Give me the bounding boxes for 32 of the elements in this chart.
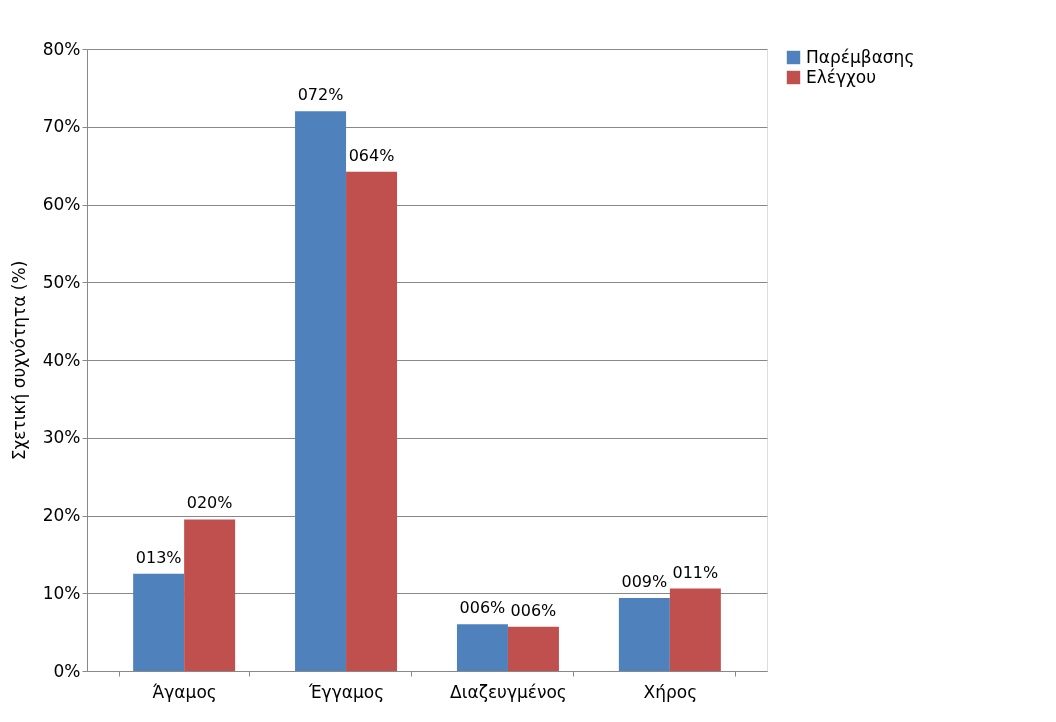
bar [456,624,508,671]
bar [184,519,236,671]
y-tick-label: 0% [53,660,81,681]
x-tick-label: Έγγαμος [307,681,385,702]
bar [618,597,670,671]
legend-label: Ελέγχου [806,66,877,87]
y-tick-label: 80% [42,38,81,59]
data-label: 006% [510,600,557,620]
data-label: 011% [672,562,719,582]
y-tick-label: 10% [42,582,81,603]
bar [507,626,559,671]
y-tick-label: 70% [42,116,81,137]
y-axis-title: Σχετική συχνότητα (%) [8,260,29,461]
bar [133,573,185,671]
legend-label: Παρέμβασης [806,46,915,67]
data-label: 072% [297,85,344,105]
y-tick-label: 30% [42,427,81,448]
y-tick-label: 50% [42,271,81,292]
y-tick-label: 60% [42,194,81,214]
data-label: 006% [459,598,506,618]
y-tick-label: 20% [42,505,81,525]
data-label: 013% [135,547,182,567]
data-label: 009% [621,571,668,591]
y-tick-label: 40% [42,349,81,370]
data-label: 020% [186,493,233,513]
x-tick-label: Διαζευγμένος [450,681,567,702]
bar [295,111,347,671]
bar [669,588,721,671]
data-label: 064% [348,145,395,165]
x-tick-label: Χήρος [643,681,698,702]
bar [346,171,398,671]
x-tick-label: Άγαμος [152,681,217,702]
